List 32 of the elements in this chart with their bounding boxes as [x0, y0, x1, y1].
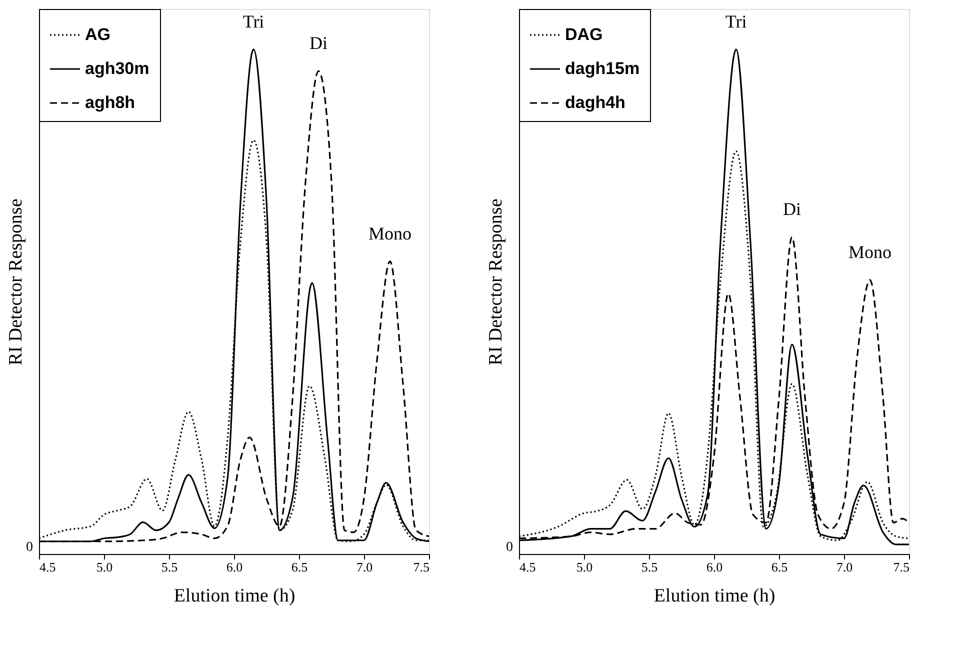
- legend-label: agh8h: [85, 93, 136, 112]
- annotation: Di: [310, 33, 328, 54]
- x-tick-label: 4.5: [520, 560, 536, 574]
- x-tick-label: 5.5: [641, 560, 658, 574]
- x-tick-label: 6.0: [226, 560, 243, 574]
- y-axis-title: RI Detector Response: [486, 198, 506, 366]
- x-tick-label: 7.0: [836, 560, 853, 574]
- x-tick-label: 6.0: [706, 560, 723, 574]
- x-tick-label: 7.0: [356, 560, 373, 574]
- legend-label: dagh15m: [565, 59, 640, 78]
- x-tick-label: 5.0: [96, 560, 113, 574]
- legend-label: dagh4h: [565, 93, 626, 112]
- annotation: Tri: [725, 11, 747, 32]
- x-tick-label: 7.5: [413, 560, 430, 574]
- legend-label: DAG: [565, 25, 603, 44]
- y-axis-title: RI Detector Response: [6, 198, 26, 366]
- annotation: Tri: [242, 11, 264, 32]
- annotation: Mono: [848, 242, 892, 262]
- legend-label: AG: [85, 25, 110, 44]
- text: 0: [26, 540, 33, 555]
- x-tick-label: 6.5: [291, 560, 308, 574]
- annotation: Mono: [368, 223, 412, 244]
- x-axis-title: Elution time (h): [174, 586, 296, 606]
- x-axis-title: Elution time (h): [654, 586, 776, 606]
- x-tick-label: 5.0: [576, 560, 593, 574]
- x-tick-label: 4.5: [40, 560, 56, 574]
- legend-label: agh30m: [85, 59, 150, 78]
- annotation: Di: [783, 199, 801, 220]
- x-tick-label: 7.5: [893, 560, 910, 574]
- x-tick-label: 5.5: [161, 560, 178, 574]
- text: 0: [506, 540, 513, 555]
- x-tick-label: 6.5: [771, 560, 788, 574]
